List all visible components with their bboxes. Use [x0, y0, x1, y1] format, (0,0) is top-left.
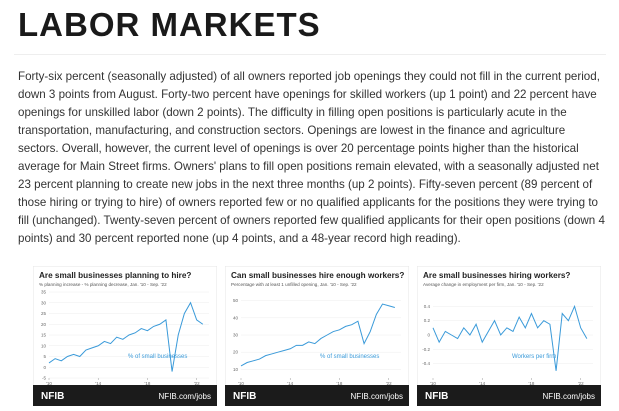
x-tick-label: '18 — [529, 381, 535, 386]
body-text: Forty-six percent (seasonally adjusted) … — [18, 70, 605, 245]
chart-card: Are small businesses hiring workers? Aver… — [417, 266, 601, 406]
chart-title: Are small businesses planning to hire? — [39, 271, 191, 280]
footer-logo: NFIB — [41, 391, 64, 402]
y-tick-label: 25 — [41, 311, 47, 316]
y-tick-label: 20 — [233, 350, 239, 355]
footer-url: NFIB.com/jobs — [543, 392, 595, 401]
y-tick-label: 10 — [41, 343, 47, 348]
y-tick-label: -5 — [42, 376, 46, 381]
y-tick-label: 0.4 — [424, 304, 431, 309]
divider — [14, 54, 606, 55]
y-tick-label: 10 — [233, 367, 239, 372]
data-line — [432, 304, 588, 371]
footer-logo: NFIB — [425, 391, 448, 402]
x-tick-label: '10 — [46, 381, 52, 386]
x-tick-label: '18 — [337, 381, 343, 386]
y-tick-label: 20 — [41, 322, 47, 327]
y-tick-label: 0.2 — [424, 318, 431, 323]
x-tick-label: '10 — [238, 381, 244, 386]
footer-url: NFIB.com/jobs — [159, 392, 211, 401]
x-tick-label: '18 — [145, 381, 151, 386]
x-tick-label: '22 — [386, 381, 392, 386]
y-tick-label: 40 — [233, 315, 239, 320]
x-tick-label: '14 — [479, 381, 485, 386]
chart-subtitle: Average change in employment per firm, J… — [423, 282, 544, 287]
y-tick-label: 15 — [41, 333, 47, 338]
footer-bar — [417, 385, 601, 406]
footer-url: NFIB.com/jobs — [351, 392, 403, 401]
y-tick-label: 50 — [233, 298, 239, 303]
y-tick-label: 30 — [233, 333, 239, 338]
footer-logo: NFIB — [233, 391, 256, 402]
y-tick-label: 30 — [41, 300, 47, 305]
x-tick-label: '10 — [430, 381, 436, 386]
data-line — [48, 301, 204, 372]
y-tick-label: -0.4 — [422, 361, 430, 366]
data-line — [240, 303, 395, 367]
x-tick-label: '14 — [95, 381, 101, 386]
chart-card: Can small businesses hire enough workers… — [225, 266, 409, 406]
footer-bar — [33, 385, 217, 406]
y-tick-label: 5 — [43, 354, 46, 359]
annotation: % of small businesses — [128, 354, 187, 360]
page-title: LABOR MARKETS — [18, 6, 321, 43]
annotation: Workers per firm — [512, 354, 556, 360]
card-background — [225, 266, 409, 406]
chart-title: Can small businesses hire enough workers… — [231, 271, 404, 280]
footer-bar — [225, 385, 409, 406]
chart-title: Are small businesses hiring workers? — [423, 271, 570, 280]
y-tick-label: 35 — [41, 290, 47, 295]
y-tick-label: -0.2 — [422, 347, 430, 352]
annotation: % of small businesses — [320, 354, 379, 360]
x-tick-label: '22 — [578, 381, 584, 386]
card-background — [417, 266, 601, 406]
x-tick-label: '22 — [194, 381, 200, 386]
y-tick-label: 0 — [427, 333, 430, 338]
chart-subtitle: Percentage with at least 1 unfilled open… — [231, 282, 357, 287]
card-background — [33, 266, 217, 406]
y-tick-label: 0 — [43, 365, 46, 370]
chart-subtitle: % planning increase - % planning decreas… — [39, 282, 167, 287]
chart-card: Are small businesses planning to hire? % … — [33, 266, 217, 406]
x-tick-label: '14 — [287, 381, 293, 386]
